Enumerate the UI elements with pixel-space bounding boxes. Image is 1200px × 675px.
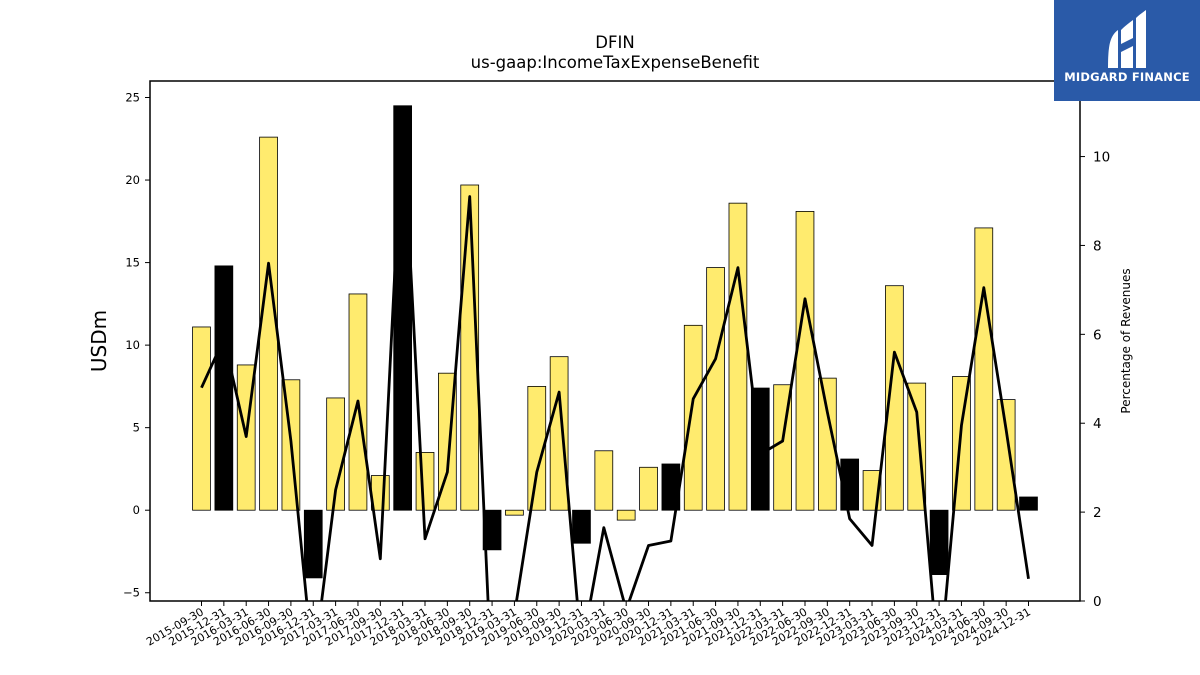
logo-text: MIDGARD FINANCE bbox=[1064, 70, 1190, 84]
bar bbox=[572, 509, 591, 544]
bar bbox=[974, 227, 994, 511]
y2-tick-label: 6 bbox=[1093, 327, 1102, 343]
bar bbox=[639, 466, 658, 511]
midgard-logo-icon bbox=[1108, 10, 1146, 68]
bar bbox=[303, 509, 323, 579]
x-axis: 2015-09-302015-12-312016-03-312016-06-30… bbox=[144, 601, 1033, 649]
bar bbox=[1019, 496, 1038, 511]
bar bbox=[885, 285, 904, 511]
bar bbox=[818, 377, 837, 511]
y-tick-label: 0 bbox=[133, 503, 140, 517]
y-tick-label: 10 bbox=[125, 338, 140, 352]
plot-frame bbox=[149, 80, 1081, 602]
bar bbox=[393, 105, 413, 511]
bar bbox=[214, 265, 234, 511]
bar bbox=[795, 211, 815, 511]
y2-axis-label: Percentage of Revenues bbox=[1119, 268, 1133, 413]
y2-tick-label: 2 bbox=[1093, 505, 1102, 521]
bar bbox=[706, 267, 725, 511]
bar bbox=[527, 385, 547, 511]
y2-tick-label: 4 bbox=[1093, 416, 1102, 432]
bar bbox=[728, 202, 748, 511]
bar bbox=[482, 509, 502, 551]
y-axis: −5 0 5 10 15 20 25 bbox=[123, 91, 150, 600]
y2-tick-label: 0 bbox=[1093, 594, 1102, 610]
y2-tick-label: 10 bbox=[1093, 150, 1110, 166]
y-tick-label: 5 bbox=[133, 421, 140, 435]
bar bbox=[594, 450, 614, 511]
bar bbox=[549, 356, 569, 511]
y-tick-label: 20 bbox=[125, 173, 140, 187]
bar bbox=[996, 399, 1016, 511]
brand-logo: MIDGARD FINANCE bbox=[1054, 0, 1200, 101]
series-line bbox=[200, 115, 1030, 601]
chart-title: DFIN bbox=[595, 33, 634, 52]
y-tick-label: 15 bbox=[125, 256, 140, 270]
bar bbox=[415, 452, 435, 511]
y2-tick-label: 8 bbox=[1093, 238, 1102, 254]
plot-area bbox=[192, 105, 1038, 601]
bar bbox=[929, 509, 949, 575]
y-tick-label: 25 bbox=[125, 91, 140, 105]
y-tick-label: −5 bbox=[123, 586, 140, 600]
bar bbox=[192, 326, 211, 511]
bar bbox=[505, 509, 524, 516]
bar bbox=[683, 324, 703, 511]
chart-subtitle: us-gaap:IncomeTaxExpenseBenefit bbox=[471, 53, 760, 72]
y-axis-label: USDm bbox=[87, 310, 111, 372]
bar bbox=[616, 509, 636, 521]
y2-axis: 0 2 4 6 8 10 bbox=[1080, 150, 1110, 610]
